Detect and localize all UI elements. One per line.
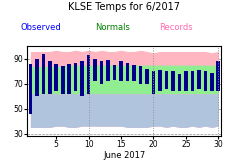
Bar <box>158 70 161 91</box>
Bar <box>132 65 135 81</box>
Bar <box>35 59 38 96</box>
Bar <box>61 66 64 94</box>
Bar <box>54 64 58 91</box>
Bar <box>125 63 129 81</box>
Bar <box>183 71 187 91</box>
Bar <box>202 71 206 91</box>
Text: KLSE Temps for 6/2017: KLSE Temps for 6/2017 <box>68 2 180 12</box>
Bar <box>216 61 219 91</box>
Bar <box>164 71 167 89</box>
Bar <box>106 60 109 81</box>
Bar <box>48 61 51 94</box>
Bar <box>74 63 77 91</box>
Bar <box>93 59 97 81</box>
Bar <box>86 55 90 94</box>
Text: Observed: Observed <box>20 23 61 32</box>
Bar <box>112 65 116 80</box>
Bar <box>67 64 71 94</box>
Bar <box>177 74 180 91</box>
Bar <box>209 73 213 91</box>
X-axis label: June 2017: June 2017 <box>103 151 145 160</box>
Bar <box>28 64 32 114</box>
Bar <box>41 54 45 94</box>
Bar <box>151 71 155 94</box>
Text: Normals: Normals <box>95 23 130 32</box>
Bar <box>170 71 174 91</box>
Text: Records: Records <box>159 23 192 32</box>
Bar <box>119 61 122 81</box>
Bar <box>190 71 193 91</box>
Bar <box>144 69 148 84</box>
Bar <box>80 61 84 96</box>
Bar <box>138 66 142 84</box>
Bar <box>99 61 103 84</box>
Bar <box>196 70 200 89</box>
